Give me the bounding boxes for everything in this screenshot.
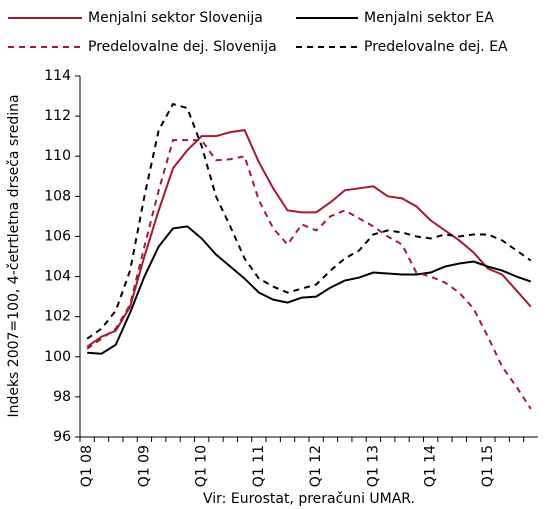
y-tick-label: 98 xyxy=(53,389,71,405)
x-tick-label: Q1 15 xyxy=(480,445,496,487)
series-line xyxy=(87,225,532,355)
series-line xyxy=(86,102,532,340)
y-tick-label: 114 xyxy=(44,68,71,84)
caption: Vir: Eurostat, preračuni UMAR. xyxy=(203,491,415,507)
x-tick-label: Q1 14 xyxy=(423,445,439,487)
legend-label: Predelovalne dej. EA xyxy=(364,39,508,55)
y-tick-label: 102 xyxy=(44,309,71,325)
y-tick-label: 100 xyxy=(44,349,71,365)
x-tick-label: Q1 11 xyxy=(251,445,267,487)
series-line xyxy=(86,129,532,348)
y-tick-label: 112 xyxy=(44,108,71,124)
y-axis-label: Indeks 2007=100, 4-četrtletna drseča sre… xyxy=(6,94,22,417)
y-tick-label: 104 xyxy=(44,269,71,285)
legend-label: Menjalni sektor Slovenija xyxy=(88,10,263,26)
legend-label: Menjalni sektor EA xyxy=(364,10,494,26)
y-tick-label: 96 xyxy=(53,429,71,445)
x-tick-label: Q1 10 xyxy=(194,445,210,487)
x-tick-label: Q1 08 xyxy=(79,445,95,487)
legend-label: Predelovalne dej. Slovenija xyxy=(88,39,277,55)
y-tick-label: 110 xyxy=(44,148,71,164)
y-tick-label: 106 xyxy=(44,228,71,244)
series-line xyxy=(86,139,532,410)
x-tick-label: Q1 13 xyxy=(365,445,381,487)
x-tick-label: Q1 12 xyxy=(308,445,324,487)
x-tick-label: Q1 09 xyxy=(136,445,152,487)
y-tick-label: 108 xyxy=(44,188,71,204)
